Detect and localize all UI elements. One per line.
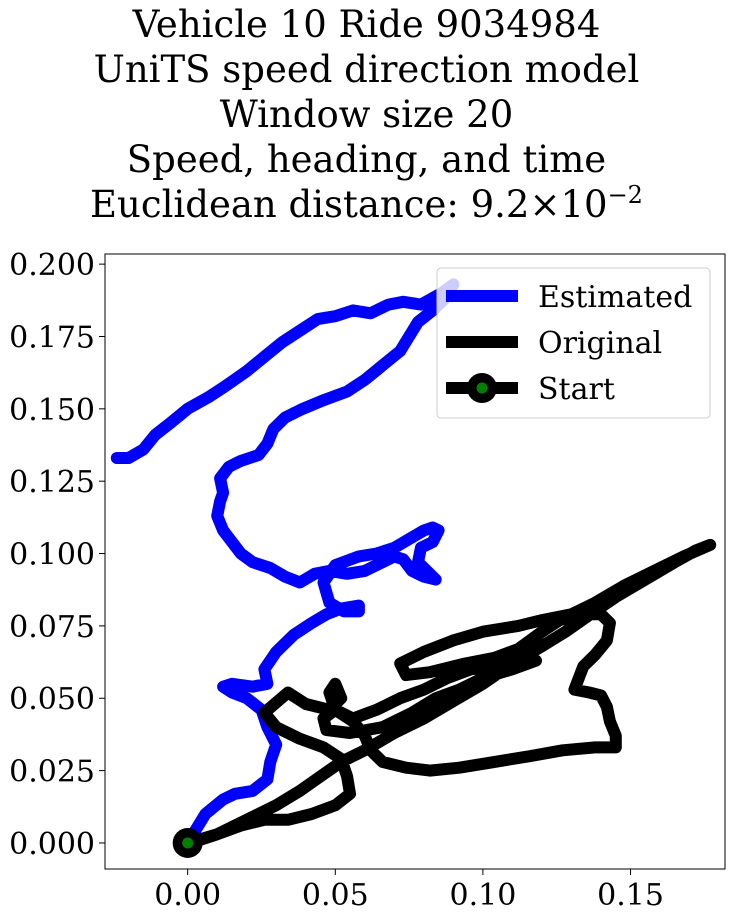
x-tick-label: 0.00 bbox=[154, 878, 221, 913]
y-tick-label: 0.100 bbox=[9, 538, 95, 573]
legend-label-estimated: Estimated bbox=[538, 280, 692, 315]
title-metric-base: 10 bbox=[560, 183, 608, 226]
y-tick-label: 0.150 bbox=[9, 393, 95, 428]
legend-start-marker-center bbox=[476, 382, 488, 394]
title-line-5: Euclidean distance: 9.2×10−2 bbox=[0, 182, 733, 227]
legend: Estimated Original Start bbox=[436, 267, 711, 419]
y-tick-label: 0.125 bbox=[9, 465, 95, 500]
series-line-original bbox=[181, 538, 717, 849]
x-tick-label: 0.05 bbox=[302, 878, 369, 913]
title-metric-exponent: −2 bbox=[607, 181, 643, 209]
plot-area bbox=[110, 278, 717, 858]
axes: 0.00 0.05 0.10 0.15 0.000 0.025 0.050 0.075 0.10… bbox=[9, 248, 726, 913]
plot-series-group bbox=[110, 278, 717, 858]
x-tick-label: 0.15 bbox=[597, 878, 664, 913]
axes-frame bbox=[104, 253, 726, 870]
legend-label-original: Original bbox=[538, 326, 662, 361]
title-line-3: Window size 20 bbox=[219, 93, 514, 136]
x-tick-label: 0.10 bbox=[450, 878, 517, 913]
title-line-1: Vehicle 10 Ride 9034984 bbox=[132, 3, 601, 46]
title-metric-label: Euclidean distance: 9.2 bbox=[90, 183, 530, 226]
title-line-4: Speed, heading, and time bbox=[126, 138, 607, 181]
chart-title: Vehicle 10 Ride 9034984 UniTS speed dire… bbox=[0, 2, 733, 227]
y-tick-label: 0.000 bbox=[9, 827, 95, 862]
y-tick-label: 0.175 bbox=[9, 320, 95, 355]
y-tick-label: 0.075 bbox=[9, 610, 95, 645]
start-marker-center bbox=[182, 837, 194, 849]
legend-box bbox=[436, 267, 711, 419]
y-tick-label: 0.050 bbox=[9, 682, 95, 717]
title-metric-times: × bbox=[529, 183, 561, 226]
legend-label-start: Start bbox=[538, 372, 615, 407]
y-tick-label: 0.200 bbox=[9, 248, 95, 283]
title-line-2: UniTS speed direction model bbox=[93, 48, 640, 91]
series-line-estimated bbox=[110, 278, 460, 849]
y-tick-label: 0.025 bbox=[9, 755, 95, 790]
